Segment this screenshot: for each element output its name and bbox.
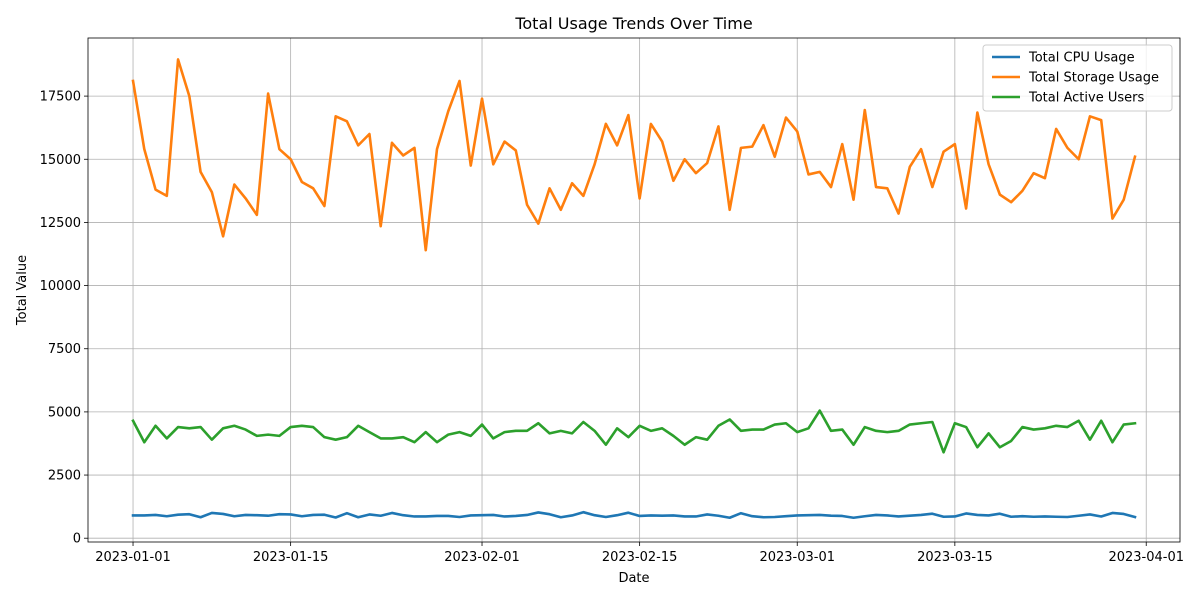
x-axis-ticks: 2023-01-01 2023-01-15 2023-02-01 2023-02-15…: [95, 542, 1184, 565]
series-line-3: [131, 409, 1137, 454]
y-tick-label: 15000: [40, 153, 81, 168]
y-axis-label: Total Value: [15, 255, 30, 326]
x-tick-label: 2023-01-01: [95, 550, 171, 565]
plot-frame: [87, 37, 1181, 543]
y-tick-label: 5000: [48, 405, 81, 420]
y-tick-label: 17500: [40, 90, 81, 105]
x-axis-label: Date: [618, 571, 649, 586]
x-tick-label: 2023-03-01: [759, 550, 835, 565]
x-tick-label: 2023-01-15: [253, 550, 329, 565]
legend-label: Total CPU Usage: [1028, 51, 1135, 66]
y-axis-ticks: 0 2500 5000 7500 10000 12500 15000 17500: [40, 90, 88, 547]
y-tick-label: 0: [73, 532, 81, 547]
legend-box: [982, 44, 1173, 112]
x-tick-label: 2023-03-15: [917, 550, 993, 565]
y-tick-label: 10000: [40, 279, 81, 294]
x-tick-label: 2023-02-15: [602, 550, 678, 565]
legend-label: Total Active Users: [1028, 91, 1144, 106]
chart-title: Total Usage Trends Over Time: [514, 14, 752, 33]
grid-lines: [88, 38, 1180, 542]
x-tick-label: 2023-04-01: [1108, 550, 1184, 565]
series-line-2: [131, 58, 1137, 252]
x-tick-label: 2023-02-01: [444, 550, 520, 565]
y-tick-label: 12500: [40, 216, 81, 231]
y-tick-label: 2500: [48, 469, 81, 484]
legend: Total CPU Usage Total Storage Usage Total …: [982, 44, 1173, 112]
series-layer: [131, 58, 1137, 520]
series-line-1: [131, 510, 1137, 520]
y-tick-label: 7500: [48, 342, 81, 357]
legend-label: Total Storage Usage: [1028, 71, 1159, 86]
